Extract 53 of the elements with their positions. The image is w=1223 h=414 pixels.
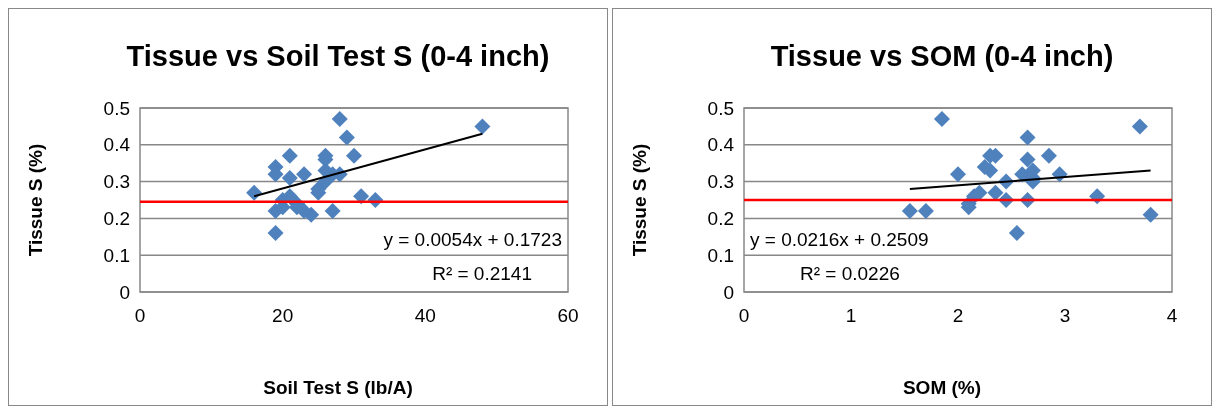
point [917, 203, 934, 220]
x-tick-label: 20 [272, 305, 294, 326]
y-tick-label: 0.5 [103, 97, 130, 119]
x-tick-label: 4 [1166, 305, 1178, 326]
point [950, 166, 966, 183]
point [1142, 206, 1159, 223]
point [338, 129, 355, 146]
x-axis-title: SOM (%) [902, 377, 982, 398]
point [346, 147, 362, 164]
point [267, 225, 284, 242]
y-tick-label: 0.1 [103, 244, 130, 266]
point [901, 203, 918, 220]
chart-title: Tissue vs SOM (0-4 inch) [770, 40, 1114, 72]
point [331, 111, 348, 128]
y-tick-label: 0.4 [707, 134, 735, 156]
chart-title: Tissue vs Soil Test S (0-4 inch) [126, 40, 550, 72]
y-tick-label: 0 [119, 281, 130, 303]
y-tick-label: 0 [723, 281, 734, 303]
point [933, 111, 950, 128]
point [281, 147, 298, 164]
point [296, 166, 313, 183]
x-tick-label: 2 [952, 305, 964, 326]
x-tick-label: 0 [134, 305, 146, 326]
point [474, 118, 491, 135]
annotation: R² = 0.2141 [432, 263, 532, 284]
annotation: y = 0.0054x + 0.1723 [383, 229, 562, 250]
x-tick-label: 0 [738, 305, 750, 326]
annotation: y = 0.0216x + 0.2509 [750, 229, 929, 250]
y-tick-label: 0.1 [707, 244, 734, 266]
y-axis-title: Tissue S (%) [25, 143, 46, 257]
y-tick-label: 0.3 [103, 171, 130, 193]
x-tick-label: 3 [1059, 305, 1071, 326]
point [1040, 147, 1057, 164]
point [353, 188, 370, 205]
point [1008, 225, 1025, 242]
point [324, 203, 341, 220]
point [281, 169, 298, 186]
point [246, 184, 263, 201]
x-tick-label: 60 [557, 305, 579, 326]
x-tick-label: 40 [414, 305, 436, 326]
y-tick-label: 0.5 [707, 97, 734, 119]
point [1019, 151, 1036, 168]
x-tick-label: 1 [845, 305, 857, 326]
y-tick-label: 0.4 [103, 134, 131, 156]
y-tick-label: 0.3 [707, 171, 734, 193]
point [987, 184, 1004, 201]
x-axis-title: Soil Test S (lb/A) [263, 377, 413, 398]
point [1131, 118, 1148, 135]
annotation: R² = 0.0226 [800, 263, 900, 284]
y-tick-label: 0.2 [103, 208, 130, 230]
y-tick-label: 0.2 [707, 208, 734, 230]
y-axis-title: Tissue S (%) [629, 143, 650, 257]
point [1019, 129, 1036, 146]
